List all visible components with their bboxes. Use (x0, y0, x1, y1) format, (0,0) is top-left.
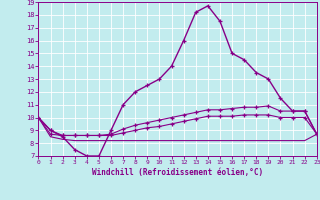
X-axis label: Windchill (Refroidissement éolien,°C): Windchill (Refroidissement éolien,°C) (92, 168, 263, 177)
